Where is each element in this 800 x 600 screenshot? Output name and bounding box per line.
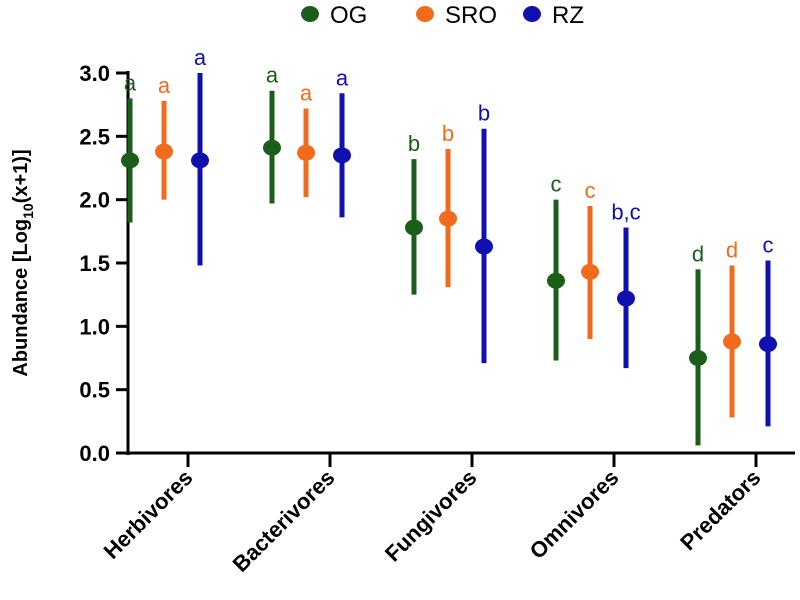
significance-letter: c xyxy=(585,178,596,203)
legend-item-og: OG xyxy=(301,2,367,29)
significance-letter: c xyxy=(763,232,774,257)
data-point xyxy=(121,152,139,169)
y-tick-label: 1.0 xyxy=(79,314,110,339)
data-point xyxy=(723,333,741,350)
y-axis-label-subscript: 10 xyxy=(20,203,36,219)
y-tick-label: 2.0 xyxy=(79,188,110,213)
legend-item-sro: SRO xyxy=(416,2,497,29)
significance-letter: d xyxy=(726,238,738,263)
x-tick-label: Predators xyxy=(675,465,765,555)
significance-letter: c xyxy=(551,172,562,197)
data-point xyxy=(191,152,209,169)
data-point xyxy=(263,139,281,156)
data-point xyxy=(475,238,493,255)
data-point xyxy=(155,143,173,160)
data-point xyxy=(759,336,777,353)
y-tick-label: 2.5 xyxy=(79,124,110,149)
significance-letter: a xyxy=(266,63,279,88)
significance-letter: b xyxy=(408,131,420,156)
data-point xyxy=(689,350,707,366)
significance-letter: b xyxy=(442,121,454,146)
x-tick-label: Bacterivores xyxy=(228,465,340,577)
significance-letter: a xyxy=(336,65,349,90)
y-tick-label: 1.5 xyxy=(79,251,110,276)
legend-item-rz: RZ xyxy=(523,2,584,29)
data-point xyxy=(405,219,423,236)
significance-letter: b,c xyxy=(611,200,640,225)
y-tick-label: 3.0 xyxy=(79,61,110,86)
data-point xyxy=(581,263,599,280)
significance-letter: a xyxy=(194,45,207,70)
x-axis: Herbivores Bacterivores Fungivores Omnivore… xyxy=(99,451,795,577)
y-tick-label: 0.0 xyxy=(79,441,110,466)
data-point xyxy=(547,272,565,289)
series-sro: a a b c d xyxy=(155,73,741,418)
legend-label: RZ xyxy=(552,2,584,29)
x-tick-label: Fungivores xyxy=(380,465,482,567)
legend-marker-icon xyxy=(301,6,319,22)
significance-letter: b xyxy=(478,101,490,126)
y-axis-label-main: Abundance [Log xyxy=(10,219,32,377)
x-tick-label: Herbivores xyxy=(99,465,198,564)
significance-letter: d xyxy=(692,241,704,266)
data-point xyxy=(297,144,315,161)
data-point xyxy=(617,290,635,307)
x-tick-label: Omnivores xyxy=(525,465,624,564)
significance-letter: a xyxy=(124,70,137,95)
legend: OG SRO RZ xyxy=(301,2,584,29)
significance-letter: a xyxy=(158,73,171,98)
legend-marker-icon xyxy=(416,6,434,22)
y-tick-label: 0.5 xyxy=(79,378,110,403)
data-point xyxy=(333,147,351,164)
legend-label: SRO xyxy=(445,2,497,29)
legend-label: OG xyxy=(330,2,367,29)
legend-marker-icon xyxy=(523,6,541,22)
y-axis-label: Abundance [Log10(x+1)] xyxy=(10,149,36,376)
significance-letter: a xyxy=(300,80,313,105)
data-point xyxy=(439,210,457,227)
y-axis-label-tail: (x+1)] xyxy=(10,149,32,203)
y-axis: 0.0 0.5 1.0 1.5 2.0 2.5 3.0 xyxy=(79,61,130,466)
